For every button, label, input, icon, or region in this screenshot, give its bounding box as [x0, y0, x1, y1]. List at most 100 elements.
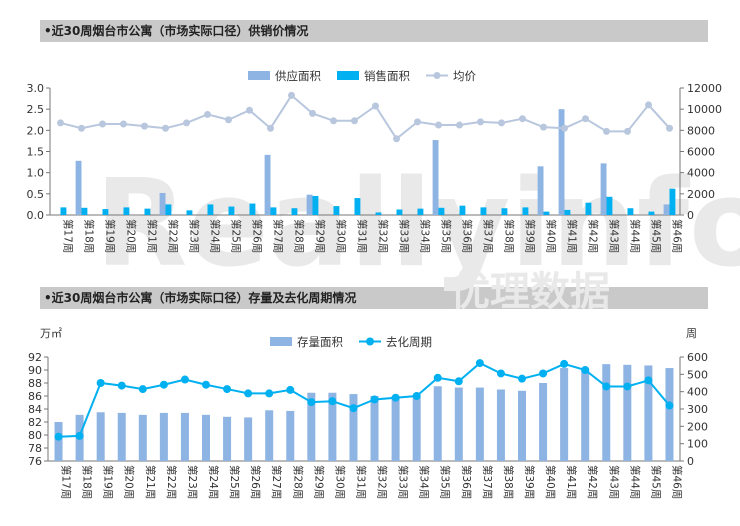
- line-point: [581, 366, 590, 374]
- line-point: [496, 369, 505, 378]
- line-point: [120, 120, 127, 128]
- x-tick-label: 第38周: [503, 219, 516, 253]
- bar-a: [180, 412, 189, 461]
- bar-b: [522, 207, 529, 215]
- line-point: [351, 117, 358, 125]
- line-point: [204, 110, 211, 118]
- line-point: [560, 359, 569, 368]
- line-point: [498, 119, 505, 127]
- y-right-tick-label: 500: [687, 368, 708, 381]
- y-right-tick-label: 400: [687, 386, 708, 399]
- bar-b: [291, 208, 298, 215]
- line-point: [414, 118, 421, 126]
- x-tick-label: 第21周: [146, 219, 159, 253]
- x-tick-label: 第23周: [188, 219, 201, 253]
- bar-b: [186, 210, 193, 215]
- x-tick-label: 第21周: [144, 465, 157, 499]
- x-tick-label: 第43周: [608, 219, 621, 253]
- x-tick-label: 第18周: [83, 219, 96, 253]
- line-point: [223, 385, 232, 394]
- x-tick-label: 第30周: [333, 465, 346, 499]
- line-point: [624, 127, 631, 135]
- bar-b: [165, 204, 172, 215]
- bar-a: [496, 389, 505, 461]
- y-left-tick-label: 80: [28, 429, 42, 442]
- x-tick-label: 第27周: [272, 219, 285, 253]
- bar-a: [138, 414, 147, 461]
- y-right-tick-label: 0: [687, 455, 694, 468]
- x-tick-label: 第46周: [671, 219, 684, 253]
- bar-a: [286, 410, 295, 461]
- x-tick-label: 第20周: [125, 219, 138, 253]
- line-point: [288, 91, 295, 99]
- y-left-tick-label: 92: [28, 351, 42, 364]
- x-tick-label: 第41周: [566, 219, 579, 253]
- x-tick-label: 第22周: [165, 465, 178, 499]
- y-right-tick-label: 8000: [687, 124, 715, 137]
- bar-a: [600, 163, 607, 215]
- line-point: [183, 119, 190, 127]
- x-tick-label: 第24周: [207, 465, 220, 499]
- line-point: [475, 359, 484, 368]
- x-tick-label: 第37周: [482, 219, 495, 253]
- line-point: [435, 121, 442, 129]
- y-left-tick-label: 2.5: [27, 103, 45, 116]
- x-tick-label: 第25周: [228, 465, 241, 499]
- bar-b: [438, 207, 445, 215]
- x-tick-label: 第39周: [523, 465, 536, 499]
- bar-a: [665, 368, 674, 461]
- legend-label: 销售面积: [364, 69, 410, 83]
- legend-swatch-dot: [366, 337, 374, 346]
- line-point: [519, 115, 526, 123]
- x-tick-label: 第40周: [544, 465, 557, 499]
- legend-swatch-dot: [433, 72, 441, 79]
- bar-a: [159, 412, 168, 461]
- x-tick-label: 第34周: [419, 219, 432, 253]
- y-left-tick-label: 1.5: [27, 146, 45, 159]
- legend-swatch: [337, 71, 359, 80]
- x-tick-label: 第45周: [649, 465, 662, 499]
- bar-a: [558, 109, 565, 215]
- bar-a: [412, 396, 421, 461]
- watermark-cn: 优理数据: [450, 269, 610, 315]
- bar-b: [417, 208, 424, 215]
- bar-a: [663, 204, 670, 215]
- bar-b: [354, 198, 361, 215]
- bar-a: [75, 160, 82, 215]
- bar-a: [644, 365, 653, 461]
- x-tick-label: 第29周: [314, 219, 327, 253]
- y-right-tick-label: 200: [687, 420, 708, 433]
- legend-label: 去化周期: [386, 335, 432, 349]
- y-right-tick-label: 4000: [687, 167, 715, 180]
- x-tick-label: 第32周: [377, 219, 390, 253]
- line-point: [454, 377, 463, 386]
- bar-a: [201, 414, 211, 461]
- line-point: [328, 397, 337, 406]
- x-tick-label: 第36周: [461, 219, 474, 253]
- x-tick-label: 第38周: [502, 465, 515, 499]
- line-point: [138, 385, 147, 394]
- bar-a: [370, 396, 379, 461]
- y-left-tick-label: 84: [28, 403, 42, 416]
- line-point: [539, 369, 548, 378]
- line-point: [393, 135, 400, 143]
- line-point: [244, 389, 253, 398]
- y-left-tick-label: 82: [28, 416, 42, 429]
- bar-a: [159, 192, 166, 215]
- x-tick-label: 第28周: [293, 219, 306, 253]
- bar-b: [543, 211, 550, 215]
- bar-a: [475, 387, 484, 461]
- line-point: [349, 404, 358, 413]
- bar-b: [102, 209, 109, 215]
- line-point: [141, 122, 148, 130]
- x-tick-label: 第31周: [354, 465, 367, 499]
- series-line: [58, 361, 671, 438]
- bar-a: [264, 154, 271, 215]
- line-point: [391, 393, 400, 402]
- y-left-tick-label: 0.5: [27, 188, 45, 201]
- bar-b: [480, 207, 487, 215]
- line-point: [456, 121, 463, 129]
- bar-a: [117, 412, 126, 461]
- supply-sales-price-chart: 0.0 0.5 1.0 1.5 2.0 2.5 3.0 0 2000 4000 6000 8000 10…: [27, 69, 723, 253]
